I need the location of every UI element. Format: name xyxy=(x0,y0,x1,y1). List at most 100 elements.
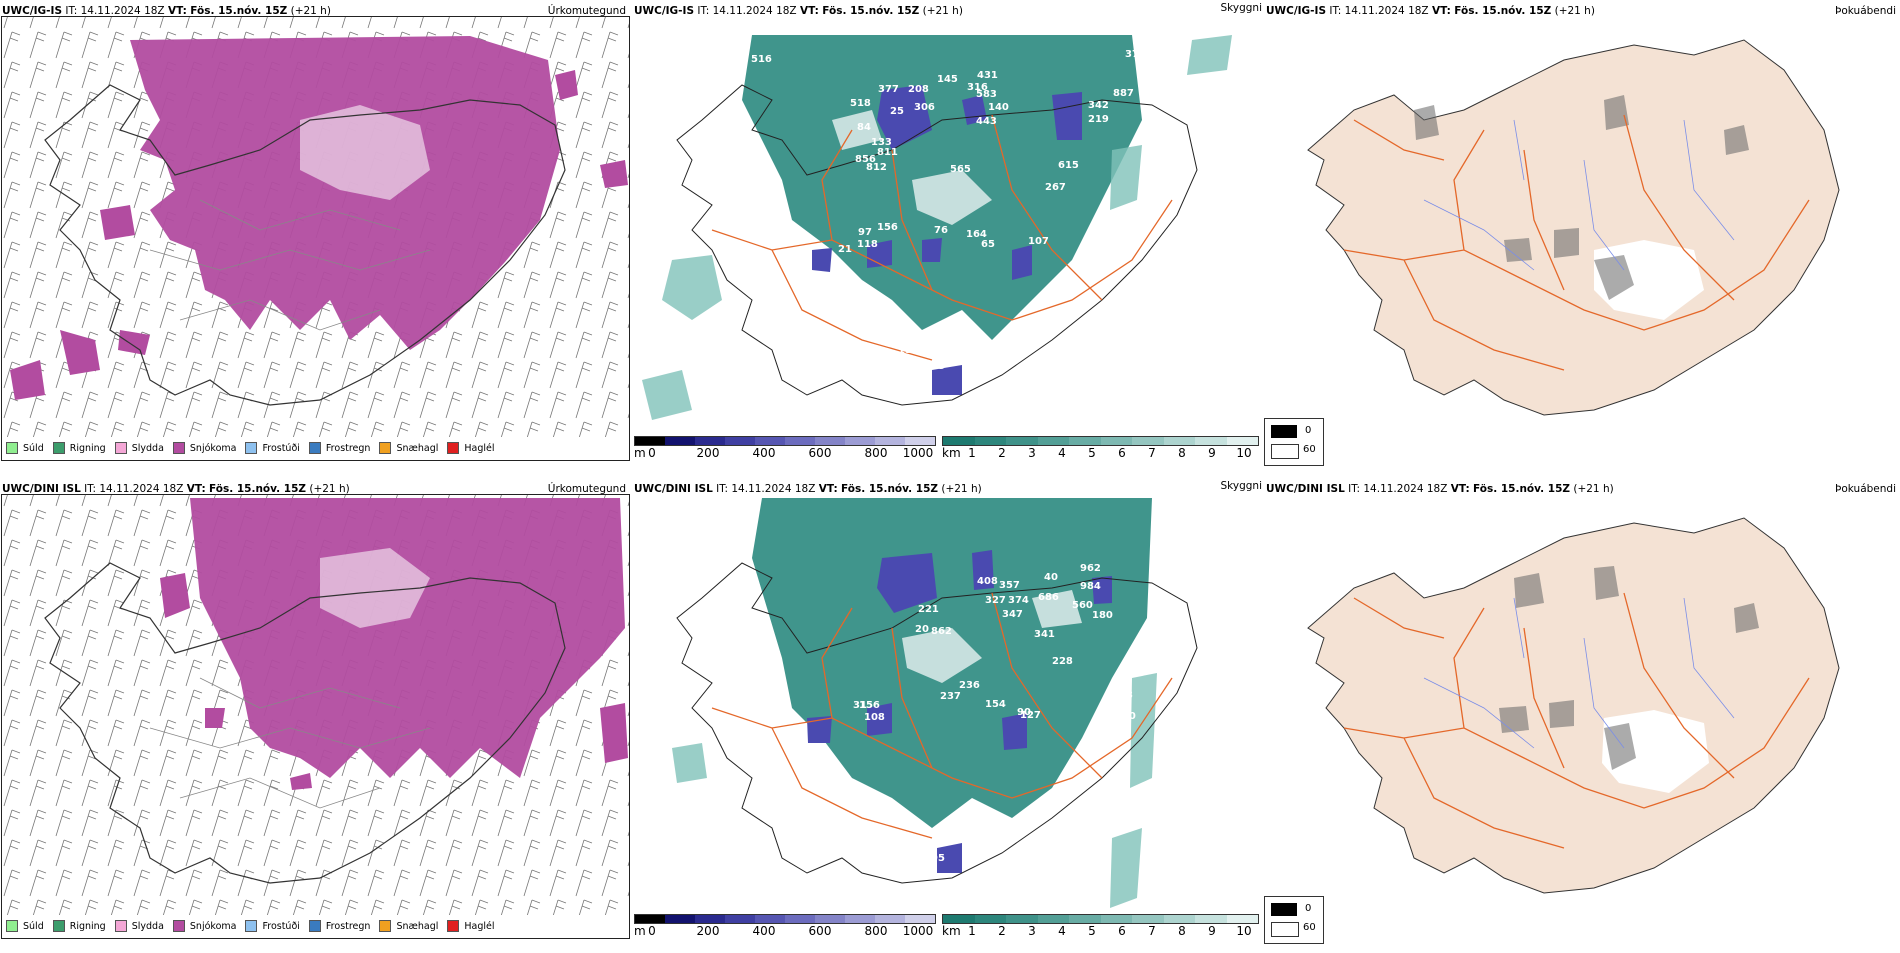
vt-label: VT: xyxy=(1450,483,1470,495)
visibility-value-label: 516 xyxy=(751,54,772,65)
iceland-coast xyxy=(676,84,1198,406)
model-name: UWC/DINI ISL xyxy=(634,483,713,495)
elevation-tick: 800 xyxy=(864,924,888,938)
elevation-bar-step xyxy=(725,437,755,445)
visibility-tick: 3 xyxy=(1028,446,1036,460)
lead-time: (+21 h) xyxy=(941,483,982,495)
visibility-tick: 4 xyxy=(1058,446,1066,460)
legend-item: Haglél xyxy=(447,442,495,454)
visibility-bar-step xyxy=(1037,437,1069,445)
map-frame xyxy=(1,494,630,939)
visibility-value-label: 984 xyxy=(1080,581,1101,592)
init-time: 14.11.2024 18Z xyxy=(99,483,184,495)
elevation-tick: 600 xyxy=(808,924,832,938)
visibility-bar-step xyxy=(1163,437,1195,445)
visibility-tick: 9 xyxy=(1208,924,1216,938)
visibility-value-label: 118 xyxy=(857,239,878,250)
legend-item: Slydda xyxy=(114,442,164,454)
visibility-tick: 10 xyxy=(1236,446,1252,460)
valid-time: Fös. 15.nóv. 15Z xyxy=(841,483,939,495)
visibility-value-label: 21 xyxy=(838,244,852,255)
elevation-bar-step xyxy=(695,915,725,923)
visibility-value-label: 140 xyxy=(988,102,1009,113)
visibility-value-label: 583 xyxy=(976,89,997,100)
visibility-value-label: 887 xyxy=(1113,88,1134,99)
fog-white-swatch xyxy=(1271,922,1299,937)
valid-time: Fös. 15.nóv. 15Z xyxy=(190,5,288,17)
fog-index-panel: UWC/DINI ISL IT: 14.11.2024 18Z VT: Fös.… xyxy=(1264,478,1900,953)
elevation-bar-step xyxy=(635,437,665,445)
river-network xyxy=(1423,119,1735,271)
visibility-labels: 962 408 357 40 984 327 374 686 560 221 347 180 20 862… xyxy=(853,563,1136,864)
visibility-value-label: 208 xyxy=(908,84,929,95)
lead-time: (+21 h) xyxy=(922,5,963,17)
panel-header: UWC/DINI ISL IT: 14.11.2024 18Z VT: Fös.… xyxy=(1266,483,1614,495)
elevation-bar-step xyxy=(725,915,755,923)
legend-item: Súld xyxy=(6,920,44,932)
fog-legend-box: 0 60 xyxy=(1264,896,1324,944)
lead-time: (+21 h) xyxy=(290,5,331,17)
visibility-bar-step xyxy=(1195,915,1227,923)
visibility-bar-step xyxy=(1069,915,1101,923)
visibility-value-label: 154 xyxy=(985,699,1006,710)
visibility-value-label: 686 xyxy=(1038,592,1059,603)
elevation-tick: 800 xyxy=(864,446,888,460)
visibility-bar-step xyxy=(1195,437,1227,445)
visibility-bar xyxy=(942,436,1259,446)
legend-swatch xyxy=(245,920,258,932)
fog-black-label: 0 xyxy=(1305,425,1312,436)
visibility-value-label: 97 xyxy=(858,227,872,238)
elevation-bar-step xyxy=(845,437,875,445)
field-name: Úrkomutegund xyxy=(547,5,626,17)
visibility-value-label: 812 xyxy=(866,162,887,173)
visibility-bar-step xyxy=(1226,915,1258,923)
elevation-bar-step xyxy=(875,437,905,445)
fog-legend-box: 0 60 xyxy=(1264,418,1324,466)
visibility-value-label: 228 xyxy=(1052,656,1073,667)
visibility-bar-step xyxy=(1132,437,1164,445)
legend-item: Súld xyxy=(6,442,44,454)
it-label: IT: xyxy=(716,483,729,495)
legend-swatch xyxy=(114,442,127,454)
visibility-value-label: 107 xyxy=(1028,236,1049,247)
visibility-value-label: 95 xyxy=(931,853,945,864)
field-name: Þokuábendi xyxy=(1835,483,1896,495)
field-name: Skyggni xyxy=(1220,2,1263,14)
legend-item: Rigning xyxy=(52,442,106,454)
visibility-tick: 7 xyxy=(1148,446,1156,460)
visibility-unit: km xyxy=(942,446,961,460)
visibility-tick: 6 xyxy=(1118,446,1126,460)
visibility-value-label: 518 xyxy=(850,98,871,109)
legend-swatch xyxy=(6,442,18,454)
field-name: Þokuábendi xyxy=(1835,5,1896,17)
elevation-bar-step xyxy=(815,437,845,445)
elevation-unit: m xyxy=(634,446,646,460)
model-name: UWC/IG-IS xyxy=(1266,5,1327,17)
model-name: UWC/IG-IS xyxy=(634,5,695,17)
visibility-bar-step xyxy=(1100,915,1132,923)
visibility-value-label: 448 xyxy=(1112,690,1133,701)
visibility-tick: 2 xyxy=(998,446,1006,460)
legend-swatch xyxy=(52,920,65,932)
panel-header: UWC/IG-IS IT: 14.11.2024 18Z VT: Fös. 15… xyxy=(634,5,963,17)
legend-item: Snæhagl xyxy=(379,920,438,932)
legend-swatch xyxy=(308,442,321,454)
elevation-bar-step xyxy=(905,915,935,923)
visibility-value-label: 347 xyxy=(1002,609,1023,620)
init-time: 14.11.2024 18Z xyxy=(731,483,816,495)
visibility-value-label: 408 xyxy=(977,576,998,587)
visibility-value-label: 615 xyxy=(1058,160,1079,171)
iceland-coast xyxy=(676,562,1198,884)
visibility-value-label: 63 xyxy=(931,361,945,372)
legend-swatch xyxy=(379,920,392,932)
visibility-value-label: 219 xyxy=(1088,114,1109,125)
visibility-tick: 2 xyxy=(998,924,1006,938)
valid-time: Fös. 15.nóv. 15Z xyxy=(822,5,920,17)
elevation-bar-step xyxy=(695,437,725,445)
visibility-value-label: 127 xyxy=(1020,710,1041,721)
visibility-value-label: 132 xyxy=(898,345,919,356)
legend-swatch xyxy=(172,920,185,932)
model-name: UWC/DINI ISL xyxy=(1266,483,1345,495)
visibility-tick: 1 xyxy=(968,924,976,938)
visibility-value-label: 84 xyxy=(857,122,871,133)
